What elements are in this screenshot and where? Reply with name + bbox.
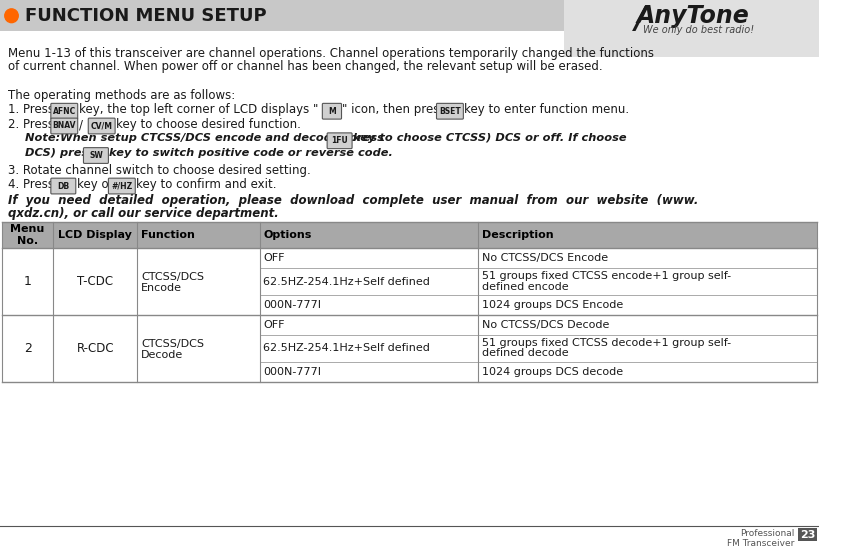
- Text: 1. Press: 1. Press: [8, 104, 54, 116]
- Text: BNAV: BNAV: [53, 122, 76, 131]
- Text: The operating methods are as follows:: The operating methods are as follows:: [8, 89, 235, 101]
- FancyBboxPatch shape: [436, 104, 463, 119]
- Text: Decode: Decode: [141, 350, 183, 360]
- Text: 51 groups fixed CTCSS decode+1 group self-: 51 groups fixed CTCSS decode+1 group sel…: [481, 338, 730, 348]
- Text: 23: 23: [799, 530, 815, 539]
- Text: FUNCTION MENU SETUP: FUNCTION MENU SETUP: [25, 7, 266, 25]
- Text: qxdz.cn), or call our service department.: qxdz.cn), or call our service department…: [8, 207, 278, 220]
- Text: BSET: BSET: [438, 107, 461, 116]
- Text: T-CDC: T-CDC: [77, 275, 113, 288]
- Text: Menu
No.: Menu No.: [10, 224, 44, 246]
- Text: key, the top left corner of LCD displays ": key, the top left corner of LCD displays…: [78, 104, 317, 116]
- Text: 1024 groups DCS Encode: 1024 groups DCS Encode: [481, 300, 623, 310]
- Text: DB: DB: [57, 181, 69, 191]
- Text: #/HZ: #/HZ: [111, 181, 132, 191]
- Text: LCD Display: LCD Display: [58, 230, 132, 240]
- FancyBboxPatch shape: [51, 104, 78, 119]
- Text: 3. Rotate channel switch to choose desired setting.: 3. Rotate channel switch to choose desir…: [8, 164, 310, 177]
- FancyBboxPatch shape: [108, 178, 135, 194]
- FancyBboxPatch shape: [327, 133, 351, 149]
- Text: key to enter function menu.: key to enter function menu.: [464, 104, 629, 116]
- Text: 2. Press: 2. Press: [8, 118, 54, 131]
- FancyBboxPatch shape: [84, 148, 108, 164]
- Text: 1024 groups DCS decode: 1024 groups DCS decode: [481, 367, 623, 377]
- Text: Menu 1-13 of this transceiver are channel operations. Channel operations tempora: Menu 1-13 of this transceiver are channe…: [8, 47, 653, 60]
- Text: /: /: [78, 118, 83, 131]
- Text: defined decode: defined decode: [481, 348, 568, 359]
- FancyBboxPatch shape: [51, 118, 78, 134]
- FancyBboxPatch shape: [322, 104, 341, 119]
- Bar: [2, 295, 816, 315]
- Text: Description: Description: [481, 230, 553, 240]
- Text: Note:When setup CTCSS/DCS encode and decode) press: Note:When setup CTCSS/DCS encode and dec…: [25, 133, 383, 143]
- Text: Function: Function: [141, 230, 194, 240]
- Text: M: M: [328, 107, 335, 116]
- Text: 2: 2: [24, 342, 32, 355]
- Text: 000N-777I: 000N-777I: [263, 367, 321, 377]
- Bar: [2, 334, 816, 362]
- Text: No CTCSS/DCS Decode: No CTCSS/DCS Decode: [481, 320, 609, 330]
- Text: 62.5HZ-254.1Hz+Self defined: 62.5HZ-254.1Hz+Self defined: [263, 343, 430, 353]
- Text: OFF: OFF: [263, 253, 285, 263]
- Bar: [2, 248, 816, 268]
- Text: We only do best radio!: We only do best radio!: [642, 25, 753, 35]
- Text: Encode: Encode: [141, 283, 182, 294]
- Circle shape: [5, 9, 18, 23]
- Bar: [2, 315, 816, 334]
- Text: 62.5HZ-254.1Hz+Self defined: 62.5HZ-254.1Hz+Self defined: [263, 277, 430, 287]
- Text: defined encode: defined encode: [481, 282, 568, 291]
- Text: Professional
FM Transceiver: Professional FM Transceiver: [726, 528, 793, 548]
- Text: of current channel. When power off or channel has been changed, the relevant set: of current channel. When power off or ch…: [8, 60, 601, 73]
- Text: key or: key or: [77, 178, 113, 191]
- Text: 000N-777I: 000N-777I: [263, 300, 321, 310]
- Text: AnyTone: AnyTone: [635, 4, 748, 28]
- Text: " icon, then press: " icon, then press: [342, 104, 445, 116]
- Text: OFF: OFF: [263, 320, 285, 330]
- Text: DCS) press: DCS) press: [25, 148, 95, 158]
- Bar: [798, 528, 816, 542]
- Text: CV/M: CV/M: [90, 122, 113, 131]
- FancyBboxPatch shape: [88, 118, 115, 134]
- Bar: [0, 0, 818, 31]
- Text: key to choose desired function.: key to choose desired function.: [116, 118, 300, 131]
- Bar: [564, 0, 818, 57]
- Text: 4. Press: 4. Press: [8, 178, 54, 191]
- Text: R-CDC: R-CDC: [77, 342, 114, 355]
- Text: 1FU: 1FU: [331, 136, 347, 145]
- Text: CTCSS/DCS: CTCSS/DCS: [141, 272, 204, 282]
- Text: 1: 1: [24, 275, 32, 288]
- Text: key to choose CTCSS) DCS or off. If choose: key to choose CTCSS) DCS or off. If choo…: [352, 133, 626, 143]
- Text: 51 groups fixed CTCSS encode+1 group self-: 51 groups fixed CTCSS encode+1 group sel…: [481, 271, 730, 280]
- Bar: [2, 223, 816, 248]
- Text: Options: Options: [263, 230, 311, 240]
- Bar: [2, 362, 816, 382]
- Bar: [2, 268, 816, 295]
- FancyBboxPatch shape: [51, 178, 76, 194]
- Text: SW: SW: [89, 151, 102, 160]
- Text: CTCSS/DCS: CTCSS/DCS: [141, 338, 204, 349]
- Text: AFNC: AFNC: [53, 107, 76, 116]
- Text: key to switch positive code or reverse code.: key to switch positive code or reverse c…: [109, 148, 392, 158]
- Text: No CTCSS/DCS Encode: No CTCSS/DCS Encode: [481, 253, 607, 263]
- Text: If  you  need  detailed  operation,  please  download  complete  user  manual  f: If you need detailed operation, please d…: [8, 194, 697, 207]
- Text: key to confirm and exit.: key to confirm and exit.: [136, 178, 276, 191]
- Text: /: /: [635, 5, 646, 34]
